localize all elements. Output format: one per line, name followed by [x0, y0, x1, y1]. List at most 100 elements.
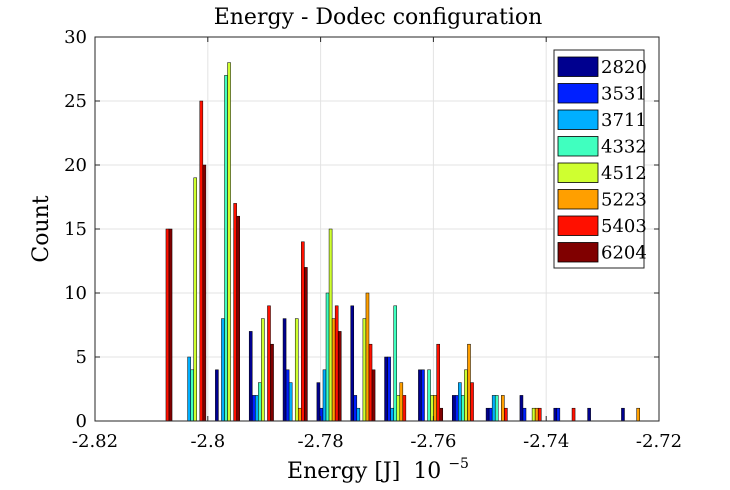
- bar-5403: [470, 382, 474, 422]
- bar-3531: [421, 369, 425, 422]
- legend-label-5223: 5223: [601, 190, 647, 211]
- x-axis-label-text: Energy [J]: [287, 459, 400, 484]
- bar-4512: [531, 407, 536, 422]
- x-tick-label: -2.78: [298, 431, 344, 452]
- bar-2820: [282, 318, 287, 422]
- y-tick-label: 15: [64, 219, 87, 240]
- bar-3711: [356, 407, 361, 422]
- bar-3711: [221, 318, 225, 422]
- bar-4332: [494, 395, 499, 422]
- bar-2820: [485, 407, 490, 422]
- legend-swatch-3711: [557, 109, 599, 130]
- bar-5403: [267, 305, 271, 422]
- bar-5223: [399, 382, 404, 422]
- bar-5403: [233, 203, 237, 422]
- bar-4332: [393, 305, 397, 422]
- bar-6204: [202, 164, 207, 422]
- bar-4332: [427, 369, 431, 422]
- bar-3531: [455, 395, 459, 422]
- bar-2820: [215, 369, 219, 422]
- y-tick-label: 10: [64, 283, 87, 304]
- bar-2820: [519, 395, 524, 422]
- bar-3531: [522, 407, 527, 422]
- bar-2820: [621, 407, 625, 422]
- legend-label-3711: 3711: [601, 110, 647, 131]
- bar-5223: [467, 343, 471, 422]
- bar-2820: [350, 305, 355, 422]
- bar-2820: [418, 369, 422, 422]
- bar-2820: [587, 407, 591, 422]
- bar-4512: [396, 395, 401, 422]
- bar-3711: [187, 356, 191, 422]
- bar-2820: [316, 382, 321, 422]
- legend-label-2820: 2820: [601, 57, 647, 78]
- bar-5403: [368, 343, 373, 422]
- bar-4512: [464, 369, 468, 422]
- bar-5403: [537, 407, 542, 422]
- bar-4512: [328, 228, 333, 422]
- legend-label-5403: 5403: [601, 216, 647, 237]
- legend: 2820 3531 3711 4332 4512 5223 5403 6204: [553, 49, 647, 269]
- bar-4332: [325, 292, 330, 422]
- bar-2820: [384, 356, 388, 422]
- x-axis-exponent: −5: [448, 456, 469, 472]
- bar-3531: [285, 369, 290, 422]
- bar-2820: [553, 407, 558, 422]
- bar-5403: [301, 241, 305, 422]
- legend-label-4512: 4512: [601, 163, 647, 184]
- bar-3711: [390, 407, 394, 422]
- chart-title: Energy - Dodec configuration: [214, 5, 543, 30]
- bar-5223: [365, 292, 370, 422]
- legend-swatch-6204: [557, 242, 599, 263]
- bar-3531: [353, 395, 358, 422]
- legend-swatch-5403: [557, 215, 599, 236]
- bar-4512: [227, 62, 231, 422]
- axis-ticks: -2.82 -2.8 -2.78 -2.76 -2.74 -2.72 0 5 10 15 20 25 3…: [64, 27, 682, 452]
- bar-5223: [331, 318, 336, 422]
- bar-2820: [451, 395, 456, 422]
- x-tick-label: -2.74: [523, 431, 569, 452]
- y-axis-label: Count: [29, 195, 54, 262]
- bar-3711: [288, 382, 293, 422]
- legend-swatch-4332: [557, 136, 599, 157]
- bar-6204: [168, 228, 173, 422]
- legend-swatch-2820: [557, 56, 599, 77]
- bar-4332: [190, 369, 194, 422]
- bar-3531: [251, 395, 256, 422]
- x-tick-label: -2.82: [72, 431, 118, 452]
- bar-6204: [270, 343, 274, 422]
- y-tick-label: 0: [76, 411, 87, 432]
- bar-6204: [337, 331, 342, 422]
- bar-4332: [461, 395, 465, 422]
- bar-5403: [436, 343, 440, 422]
- bar-5403: [165, 228, 170, 422]
- bar-6204: [236, 215, 240, 422]
- bar-4512: [362, 318, 367, 422]
- bar-4512: [261, 318, 265, 422]
- bar-5403: [199, 100, 204, 422]
- bar-4512: [193, 177, 197, 422]
- bar-5403: [334, 305, 339, 422]
- bar-5403: [504, 407, 508, 422]
- legend-swatch-3531: [557, 83, 599, 104]
- bar-3531: [556, 407, 561, 422]
- legend-label-3531: 3531: [601, 84, 647, 105]
- legend-swatch-4512: [557, 162, 599, 183]
- bar-2820: [248, 331, 253, 422]
- y-tick-label: 20: [64, 155, 87, 176]
- y-tick-label: 25: [64, 91, 87, 112]
- bar-6204: [371, 369, 376, 422]
- bar-5403: [402, 395, 407, 422]
- y-tick-label: 5: [76, 347, 87, 368]
- bar-5223: [534, 407, 539, 422]
- legend-label-6204: 6204: [601, 243, 647, 264]
- bar-3711: [491, 395, 496, 422]
- y-tick-label: 30: [64, 27, 87, 48]
- bar-5223: [636, 407, 640, 422]
- bar-3531: [387, 356, 391, 422]
- bar-5403: [571, 407, 576, 422]
- x-tick-label: -2.72: [636, 431, 682, 452]
- x-tick-label: -2.76: [410, 431, 456, 452]
- x-axis-exponent-base: 10: [413, 459, 441, 484]
